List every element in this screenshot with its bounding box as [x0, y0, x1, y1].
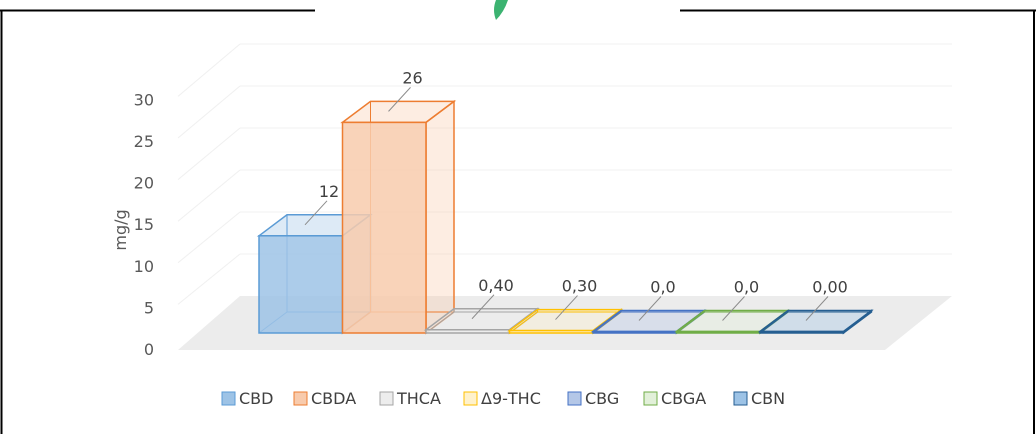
data-label-CBDA: 26 — [388, 68, 423, 112]
y-tick-label: 5 — [144, 298, 154, 317]
legend-item-CBN: CBN — [733, 389, 785, 408]
data-label-Δ9-THC: 0,30 — [555, 277, 598, 320]
y-tick-label: 20 — [134, 174, 154, 193]
y-axis-label: mg/g — [111, 209, 130, 250]
gridline-left — [177, 127, 241, 180]
bar-CBDA — [340, 99, 457, 335]
data-labels: 12 26 0,40 0,30 0,0 0,0 0,00 — [304, 68, 848, 321]
bar-CBN — [757, 309, 874, 335]
y-tick-label: 25 — [134, 132, 154, 151]
bars — [256, 99, 874, 335]
data-label-text: 0,0 — [650, 278, 675, 297]
y-tick-label: 15 — [134, 215, 154, 234]
legend-item-THCA: THCA — [379, 389, 441, 408]
legend-label: CBG — [585, 389, 619, 408]
data-label-THCA: 0,40 — [471, 276, 514, 320]
gridline-left — [177, 211, 241, 264]
legend-label: CBN — [751, 389, 785, 408]
data-label-CBG: 0,0 — [638, 278, 676, 321]
data-label-text: 0,0 — [734, 278, 759, 297]
gridline-left — [177, 253, 241, 305]
legend-item-CBD: CBD — [221, 389, 273, 408]
legend-item-CBG: CBG — [567, 389, 619, 408]
legend-label: THCA — [396, 389, 441, 408]
legend-label: CBGA — [661, 389, 706, 408]
data-label-text: 26 — [402, 68, 422, 87]
data-label-text: 12 — [319, 182, 339, 201]
gridline-left — [177, 169, 241, 222]
legend: CBD CBDA THCA Δ9-THC CBG CBGA CBN — [221, 389, 785, 408]
data-label-CBGA: 0,0 — [722, 278, 759, 321]
data-label-CBD: 12 — [304, 182, 339, 226]
gridline-left — [177, 43, 241, 97]
y-tick-label: 0 — [144, 340, 154, 359]
legend-label: CBD — [239, 389, 273, 408]
legend-label: CBDA — [311, 389, 356, 408]
legend-item-CBDA: CBDA — [293, 389, 356, 408]
y-tick-label: 10 — [134, 257, 154, 276]
data-label-text: 0,30 — [562, 277, 598, 296]
gridline-left — [177, 85, 241, 139]
bar-Δ9-THC — [507, 308, 624, 335]
leaf-icon — [494, 0, 508, 20]
legend-item-CBGA: CBGA — [643, 389, 706, 408]
data-label-CBN: 0,00 — [805, 278, 848, 321]
legend-item-Δ9-THC: Δ9-THC — [463, 389, 541, 408]
y-tick-label: 30 — [134, 90, 154, 109]
data-label-text: 0,00 — [812, 278, 848, 297]
legend-label: Δ9-THC — [481, 389, 541, 408]
y-axis-ticks: 0 5 10 15 20 25 30 — [134, 90, 154, 359]
data-label-text: 0,40 — [478, 276, 514, 295]
